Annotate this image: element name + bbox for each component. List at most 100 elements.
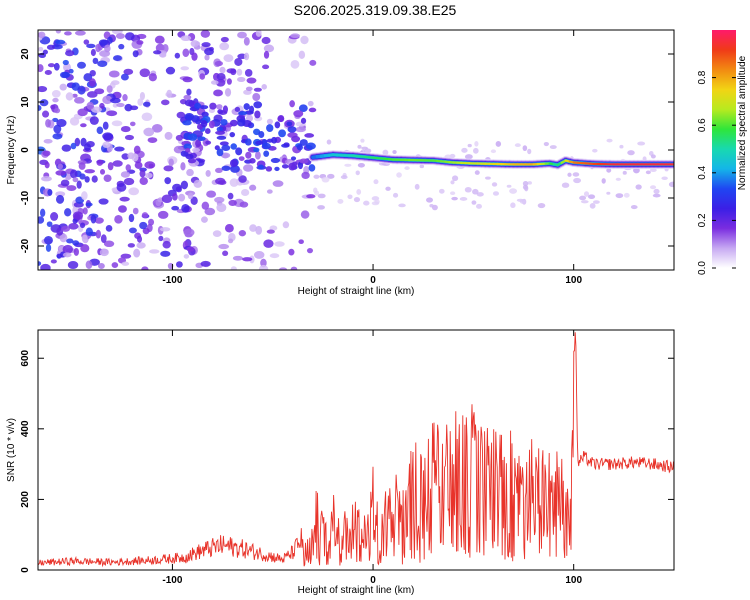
noise-mark (212, 230, 222, 238)
noise-mark (141, 112, 153, 121)
noise-mark (74, 137, 81, 147)
noise-mark (171, 205, 180, 211)
noise-mark (84, 176, 90, 183)
noise-mark (158, 235, 164, 242)
noise-mark (215, 78, 226, 87)
snr-frame (37, 329, 675, 571)
transition-mark (298, 104, 308, 112)
noise-mark (649, 168, 657, 173)
noise-mark (426, 197, 434, 203)
noise-mark (64, 208, 72, 217)
y-tick-label: 600 (20, 349, 31, 366)
noise-mark (50, 212, 59, 221)
noise-mark (522, 145, 528, 152)
noise-mark (132, 50, 139, 58)
noise-mark (317, 205, 325, 210)
noise-mark (313, 187, 318, 194)
noise-mark (165, 66, 176, 75)
noise-mark (589, 202, 596, 209)
noise-mark (263, 239, 274, 248)
noise-mark (137, 98, 144, 106)
transition-mark (244, 138, 252, 146)
noise-mark (120, 253, 132, 259)
y-tick-label: 0 (20, 147, 31, 153)
noise-mark (102, 141, 111, 148)
noise-mark (55, 30, 62, 34)
noise-mark (111, 262, 119, 268)
noise-mark (55, 191, 66, 197)
noise-mark (43, 235, 53, 245)
noise-mark (223, 54, 234, 62)
x-tick-label: 100 (565, 275, 582, 286)
figure-title: S206.2025.319.09.38.E25 (293, 2, 457, 18)
noise-mark (111, 80, 120, 86)
noise-mark (112, 55, 123, 62)
noise-mark (62, 59, 69, 66)
noise-mark (175, 186, 182, 193)
transition-mark (286, 121, 293, 127)
noise-mark (300, 210, 310, 219)
noise-mark (516, 198, 524, 202)
noise-mark (164, 177, 172, 185)
noise-mark (98, 39, 108, 46)
noise-mark (357, 162, 365, 168)
transition-mark (216, 148, 224, 157)
transition-mark (291, 135, 301, 143)
noise-mark (295, 126, 307, 133)
noise-mark (139, 221, 148, 230)
y-tick-label: -20 (20, 238, 31, 253)
noise-mark (144, 161, 156, 169)
noise-mark (215, 177, 226, 185)
noise-mark (132, 207, 139, 215)
noise-mark (72, 211, 84, 220)
noise-mark (97, 263, 105, 269)
noise-mark (136, 242, 146, 249)
transition-mark (304, 133, 315, 138)
transition-mark (265, 166, 273, 172)
noise-mark (199, 73, 206, 80)
noise-mark (120, 126, 131, 133)
noise-mark (245, 86, 253, 92)
noise-mark (114, 146, 125, 152)
transition-mark (235, 147, 243, 156)
transition-mark (208, 120, 215, 129)
noise-mark (549, 145, 557, 150)
noise-mark (107, 162, 114, 171)
noise-mark (118, 43, 125, 50)
noise-mark (653, 188, 660, 194)
transition-mark (183, 143, 192, 150)
transition-mark (258, 164, 264, 170)
noise-mark (229, 178, 239, 187)
noise-mark (398, 203, 406, 208)
noise-mark (102, 121, 109, 130)
noise-mark (254, 151, 261, 160)
noise-mark (263, 50, 270, 59)
noise-mark (157, 210, 169, 219)
noise-mark (47, 63, 55, 68)
noise-mark (592, 148, 598, 153)
noise-mark (344, 163, 352, 167)
noise-mark (81, 191, 88, 201)
noise-mark (42, 49, 48, 55)
noise-mark (96, 126, 104, 135)
noise-mark (56, 253, 63, 259)
noise-mark (151, 123, 163, 133)
noise-mark (148, 218, 155, 226)
noise-mark (474, 141, 479, 147)
noise-mark (509, 188, 518, 194)
noise-mark (243, 37, 250, 46)
noise-mark (62, 252, 72, 258)
noise-mark (141, 266, 149, 270)
noise-mark (471, 200, 477, 205)
noise-mark (182, 76, 193, 83)
noise-mark (127, 152, 135, 160)
noise-mark (39, 208, 46, 217)
noise-mark (290, 266, 298, 270)
noise-mark (106, 110, 118, 117)
transition-mark (291, 161, 298, 167)
noise-mark (215, 167, 223, 173)
noise-mark (451, 196, 458, 201)
noise-mark (125, 164, 131, 172)
noise-mark (111, 120, 123, 127)
